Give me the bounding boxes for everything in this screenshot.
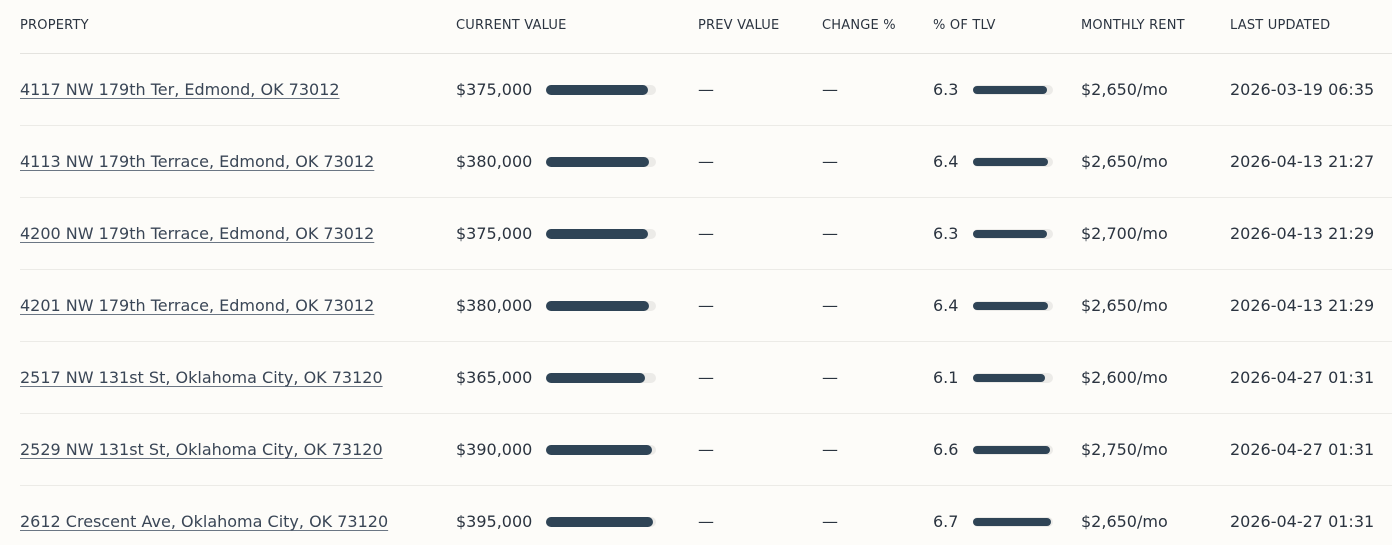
table-row: 2529 NW 131st St, Oklahoma City, OK 7312… <box>20 414 1392 486</box>
pct-tlv-bar <box>973 517 1053 527</box>
pct-tlv-bar-fill <box>973 158 1049 166</box>
pct-tlv-bar <box>973 445 1053 455</box>
pct-tlv-bar-fill <box>973 518 1052 526</box>
table-header: PROPERTY CURRENT VALUE PREV VALUE CHANGE… <box>20 0 1392 54</box>
header-monthly-rent[interactable]: MONTHLY RENT <box>1081 18 1185 33</box>
change-pct: — <box>822 296 838 315</box>
change-pct: — <box>822 512 838 531</box>
current-value-bar <box>546 517 656 527</box>
property-link[interactable]: 4117 NW 179th Ter, Edmond, OK 73012 <box>20 80 340 99</box>
current-value-bar <box>546 157 656 167</box>
current-value-bar-fill <box>546 373 645 383</box>
monthly-rent: $2,650/mo <box>1081 296 1168 315</box>
pct-tlv: 6.3 <box>933 224 959 243</box>
table-row: 4200 NW 179th Terrace, Edmond, OK 73012 $… <box>20 198 1392 270</box>
change-pct: — <box>822 80 838 99</box>
header-current-value[interactable]: CURRENT VALUE <box>456 18 567 33</box>
property-link[interactable]: 4113 NW 179th Terrace, Edmond, OK 73012 <box>20 152 375 171</box>
current-value: $395,000 <box>456 512 533 531</box>
current-value-bar-fill <box>546 85 649 95</box>
table-row: 2517 NW 131st St, Oklahoma City, OK 7312… <box>20 342 1392 414</box>
property-link[interactable]: 2612 Crescent Ave, Oklahoma City, OK 731… <box>20 512 389 531</box>
last-updated: 2026-04-13 21:29 <box>1230 224 1375 243</box>
pct-tlv-bar-fill <box>973 446 1050 454</box>
pct-tlv: 6.7 <box>933 512 959 531</box>
pct-tlv-bar <box>973 85 1053 95</box>
pct-tlv-bar <box>973 157 1053 167</box>
current-value-bar-fill <box>546 229 649 239</box>
table-row: 2612 Crescent Ave, Oklahoma City, OK 731… <box>20 486 1392 545</box>
pct-tlv: 6.1 <box>933 368 959 387</box>
change-pct: — <box>822 368 838 387</box>
property-link[interactable]: 2529 NW 131st St, Oklahoma City, OK 7312… <box>20 440 383 459</box>
current-value: $375,000 <box>456 80 533 99</box>
current-value-bar-fill <box>546 517 653 527</box>
prev-value: — <box>698 80 714 99</box>
last-updated: 2026-04-13 21:29 <box>1230 296 1375 315</box>
current-value: $390,000 <box>456 440 533 459</box>
last-updated: 2026-04-27 01:31 <box>1230 440 1375 459</box>
table-row: 4117 NW 179th Ter, Edmond, OK 73012 $375,… <box>20 54 1392 126</box>
pct-tlv: 6.6 <box>933 440 959 459</box>
prev-value: — <box>698 368 714 387</box>
table-row: 4113 NW 179th Terrace, Edmond, OK 73012 $… <box>20 126 1392 198</box>
last-updated: 2026-03-19 06:35 <box>1230 80 1375 99</box>
pct-tlv-bar-fill <box>973 302 1049 310</box>
prev-value: — <box>698 152 714 171</box>
header-property[interactable]: PROPERTY <box>20 18 89 33</box>
last-updated: 2026-04-27 01:31 <box>1230 512 1375 531</box>
property-link[interactable]: 2517 NW 131st St, Oklahoma City, OK 7312… <box>20 368 383 387</box>
last-updated: 2026-04-13 21:27 <box>1230 152 1375 171</box>
monthly-rent: $2,600/mo <box>1081 368 1168 387</box>
change-pct: — <box>822 440 838 459</box>
current-value-bar <box>546 373 656 383</box>
last-updated: 2026-04-27 01:31 <box>1230 368 1375 387</box>
header-last-updated[interactable]: LAST UPDATED <box>1230 18 1331 33</box>
pct-tlv: 6.4 <box>933 152 959 171</box>
prev-value: — <box>698 512 714 531</box>
monthly-rent: $2,650/mo <box>1081 152 1168 171</box>
properties-table: PROPERTY CURRENT VALUE PREV VALUE CHANGE… <box>20 0 1392 545</box>
monthly-rent: $2,650/mo <box>1081 512 1168 531</box>
current-value-bar <box>546 445 656 455</box>
pct-tlv-bar <box>973 301 1053 311</box>
pct-tlv-bar <box>973 373 1053 383</box>
current-value-bar-fill <box>546 157 650 167</box>
pct-tlv-bar-fill <box>973 230 1048 238</box>
pct-tlv: 6.4 <box>933 296 959 315</box>
prev-value: — <box>698 224 714 243</box>
property-link[interactable]: 4201 NW 179th Terrace, Edmond, OK 73012 <box>20 296 375 315</box>
property-link[interactable]: 4200 NW 179th Terrace, Edmond, OK 73012 <box>20 224 375 243</box>
header-pct-tlv[interactable]: % OF TLV <box>933 18 996 33</box>
current-value: $380,000 <box>456 296 533 315</box>
current-value-bar-fill <box>546 445 652 455</box>
current-value: $375,000 <box>456 224 533 243</box>
table-body: 4117 NW 179th Ter, Edmond, OK 73012 $375,… <box>20 54 1392 545</box>
pct-tlv-bar-fill <box>973 86 1048 94</box>
monthly-rent: $2,700/mo <box>1081 224 1168 243</box>
monthly-rent: $2,650/mo <box>1081 80 1168 99</box>
prev-value: — <box>698 440 714 459</box>
current-value: $365,000 <box>456 368 533 387</box>
current-value-bar <box>546 85 656 95</box>
change-pct: — <box>822 224 838 243</box>
header-change-pct[interactable]: CHANGE % <box>822 18 896 33</box>
pct-tlv-bar-fill <box>973 374 1045 382</box>
pct-tlv: 6.3 <box>933 80 959 99</box>
current-value-bar-fill <box>546 301 650 311</box>
current-value-bar <box>546 301 656 311</box>
table-row: 4201 NW 179th Terrace, Edmond, OK 73012 $… <box>20 270 1392 342</box>
current-value: $380,000 <box>456 152 533 171</box>
current-value-bar <box>546 229 656 239</box>
change-pct: — <box>822 152 838 171</box>
pct-tlv-bar <box>973 229 1053 239</box>
monthly-rent: $2,750/mo <box>1081 440 1168 459</box>
header-prev-value[interactable]: PREV VALUE <box>698 18 780 33</box>
prev-value: — <box>698 296 714 315</box>
